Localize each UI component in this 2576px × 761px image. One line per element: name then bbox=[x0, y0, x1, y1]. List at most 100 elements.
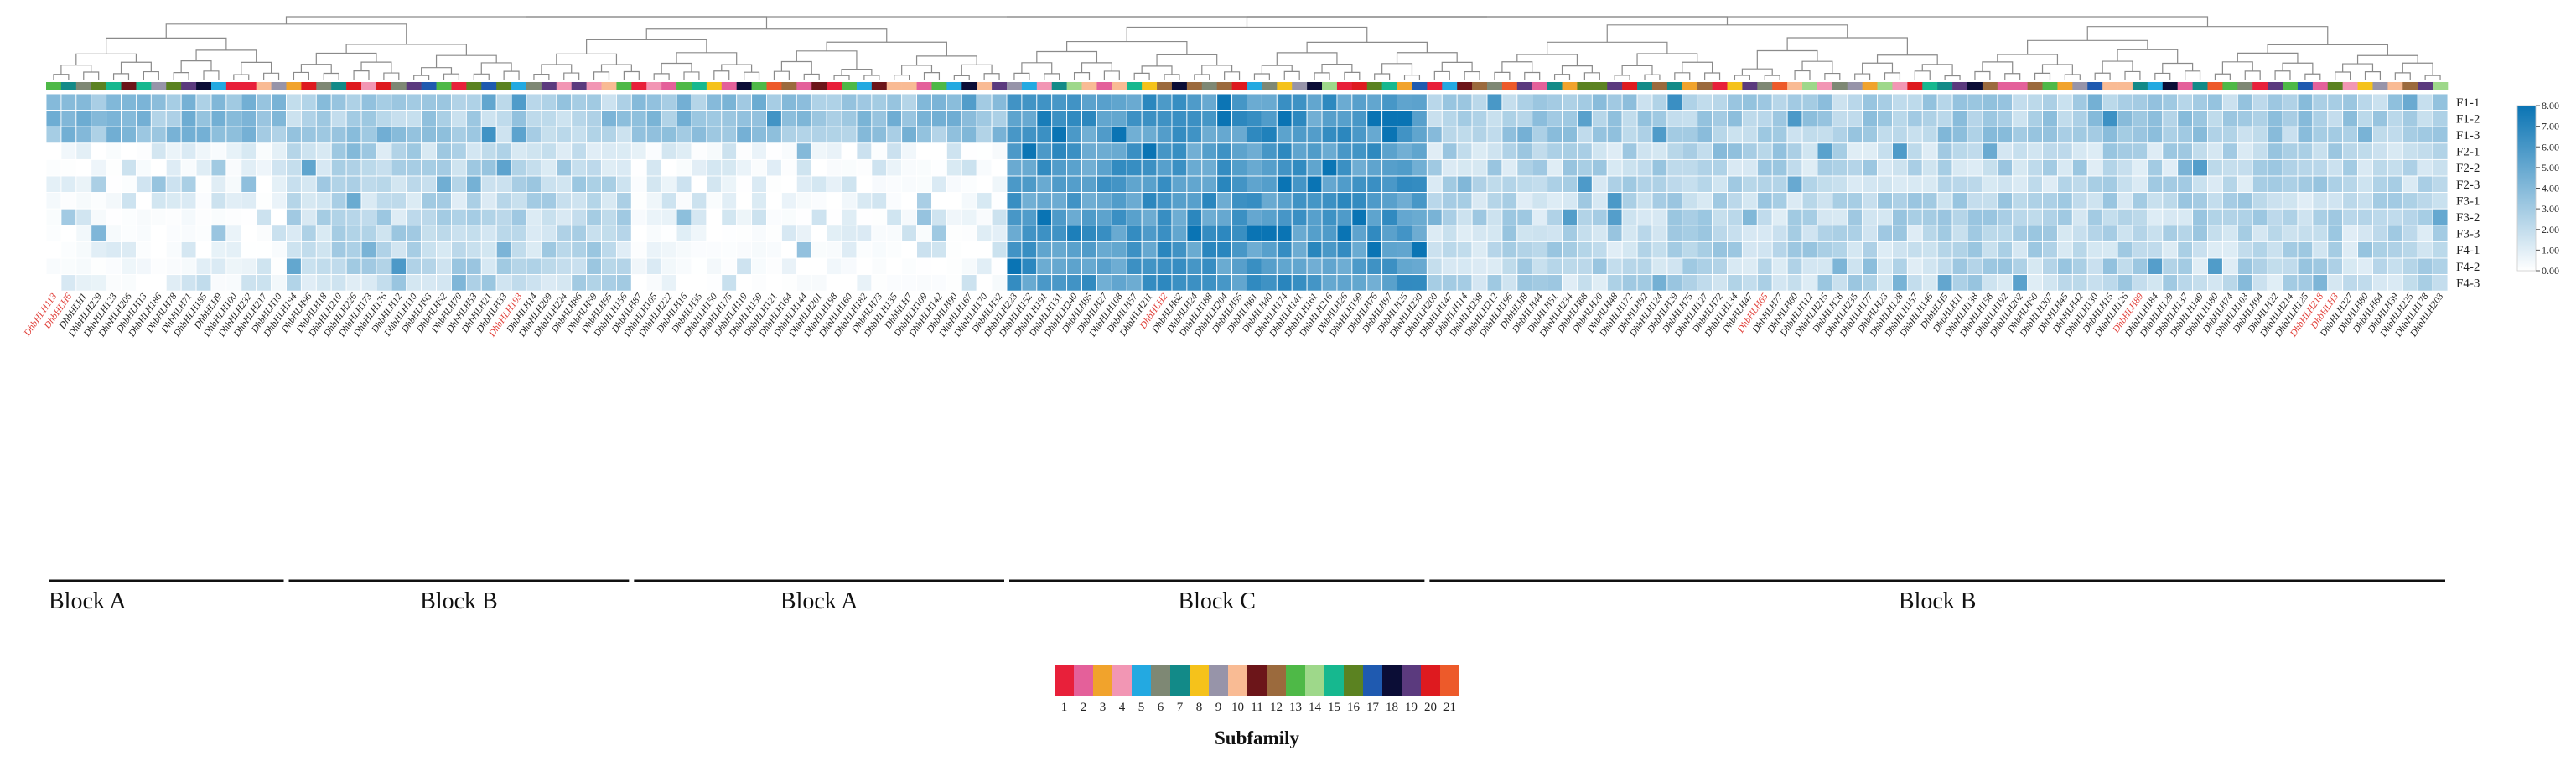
heatmap-cell bbox=[1397, 257, 1412, 276]
heatmap-cell bbox=[1847, 192, 1863, 210]
heatmap-cell bbox=[1951, 241, 1968, 259]
heatmap-cell bbox=[2312, 192, 2329, 210]
heatmap-cell bbox=[2387, 274, 2403, 292]
heatmap-cell bbox=[1997, 274, 2014, 292]
row-label: F4-2 bbox=[2456, 261, 2480, 274]
dendrogram-branch bbox=[2304, 73, 2321, 80]
heatmap-cell bbox=[2252, 93, 2268, 111]
heatmap-cell bbox=[1471, 93, 1488, 111]
heatmap-cell bbox=[1171, 274, 1188, 292]
heatmap-cell bbox=[1021, 126, 1038, 144]
heatmap-cell bbox=[1156, 126, 1173, 144]
heatmap-cell bbox=[1096, 158, 1112, 177]
heatmap-cell bbox=[961, 93, 977, 111]
heatmap-cell bbox=[1576, 126, 1593, 144]
heatmap-cell bbox=[2056, 241, 2073, 259]
heatmap-cell bbox=[721, 175, 738, 194]
heatmap-cell bbox=[2357, 110, 2373, 127]
heatmap-cell bbox=[751, 241, 767, 259]
heatmap-cell bbox=[2147, 93, 2164, 111]
heatmap-cell bbox=[1951, 110, 1968, 127]
heatmap-cell bbox=[1756, 225, 1773, 242]
heatmap-cell bbox=[1291, 175, 1308, 194]
heatmap-cell bbox=[1351, 110, 1368, 127]
heatmap-cell bbox=[976, 208, 993, 226]
heatmap-cell bbox=[2372, 192, 2388, 210]
subfamily-annotation-cell bbox=[136, 82, 152, 90]
dendrogram-branch bbox=[1013, 72, 1030, 80]
heatmap-cell bbox=[2207, 93, 2223, 111]
heatmap-cell bbox=[1997, 192, 2014, 210]
subfamily-annotation-cell bbox=[2237, 82, 2253, 90]
subfamily-swatch-label: 1 bbox=[1061, 701, 1068, 714]
heatmap-cell bbox=[300, 192, 317, 210]
subfamily-swatch-label: 20 bbox=[1424, 701, 1437, 714]
dendrogram-branch bbox=[106, 37, 227, 54]
heatmap-cell bbox=[480, 192, 497, 210]
heatmap-cell bbox=[1111, 192, 1127, 210]
heatmap-cell bbox=[1351, 142, 1368, 160]
heatmap-cell bbox=[766, 175, 782, 194]
heatmap-cell bbox=[480, 142, 497, 160]
heatmap-cell bbox=[1771, 274, 1788, 292]
heatmap-cell bbox=[2252, 158, 2268, 177]
subfamily-swatch bbox=[1228, 665, 1247, 696]
subfamily-swatch bbox=[1074, 665, 1093, 696]
heatmap-cell bbox=[2177, 241, 2194, 259]
heatmap-cell bbox=[1997, 93, 2014, 111]
heatmap-cell bbox=[2132, 225, 2148, 242]
heatmap-cell bbox=[1591, 158, 1608, 177]
heatmap-cell bbox=[150, 192, 167, 210]
subfamily-annotation-cell bbox=[946, 82, 962, 90]
heatmap-cell bbox=[961, 274, 977, 292]
dendrogram-branch bbox=[165, 23, 407, 44]
heatmap-cell bbox=[886, 208, 903, 226]
heatmap-cell bbox=[1801, 274, 1818, 292]
heatmap-cell bbox=[1171, 93, 1188, 111]
heatmap-cell bbox=[526, 257, 542, 276]
dendrogram-branch bbox=[1801, 60, 1833, 74]
heatmap-cell bbox=[495, 274, 512, 292]
heatmap-cell bbox=[121, 257, 137, 276]
heatmap-cell bbox=[480, 126, 497, 144]
subfamily-swatch-label: 12 bbox=[1270, 701, 1283, 714]
heatmap-cell bbox=[826, 93, 842, 111]
heatmap-cell bbox=[1997, 241, 2014, 259]
heatmap-cell bbox=[1682, 192, 1698, 210]
heatmap-cell bbox=[961, 158, 977, 177]
heatmap-cell bbox=[541, 142, 557, 160]
heatmap-cell bbox=[2086, 158, 2103, 177]
heatmap-cell bbox=[556, 257, 573, 276]
dendrogram-branch bbox=[1547, 41, 1668, 55]
heatmap-cell bbox=[1666, 257, 1683, 276]
heatmap-cell bbox=[1426, 241, 1443, 259]
heatmap-cell bbox=[1066, 126, 1082, 144]
heatmap-cell bbox=[2192, 158, 2208, 177]
heatmap-cell bbox=[315, 241, 332, 259]
heatmap-cell bbox=[1231, 110, 1247, 127]
heatmap-cell bbox=[1126, 225, 1143, 242]
heatmap-cell bbox=[1216, 142, 1233, 160]
heatmap-cell bbox=[1697, 241, 1713, 259]
heatmap-cell bbox=[256, 257, 272, 276]
heatmap-cell bbox=[1141, 142, 1158, 160]
heatmap-cell bbox=[75, 158, 92, 177]
subfamily-annotation-cell bbox=[2297, 82, 2314, 90]
heatmap-cell bbox=[811, 93, 827, 111]
heatmap-cell bbox=[556, 93, 573, 111]
heatmap-cell bbox=[2221, 241, 2238, 259]
heatmap-cell bbox=[826, 208, 842, 226]
heatmap-cell bbox=[135, 192, 152, 210]
heatmap-cell bbox=[1921, 142, 1938, 160]
heatmap-cell bbox=[1847, 208, 1863, 226]
heatmap-cell bbox=[2147, 158, 2164, 177]
subfamily-annotation-cell bbox=[1142, 82, 1158, 90]
heatmap-cell bbox=[135, 274, 152, 292]
heatmap-cell bbox=[1247, 241, 1262, 259]
heatmap-cell bbox=[856, 110, 873, 127]
heatmap-cell bbox=[2071, 192, 2088, 210]
heatmap-cell bbox=[2312, 274, 2329, 292]
heatmap-cell bbox=[2162, 110, 2179, 127]
heatmap-cell bbox=[886, 175, 903, 194]
subfamily-annotation-cell bbox=[1307, 82, 1323, 90]
